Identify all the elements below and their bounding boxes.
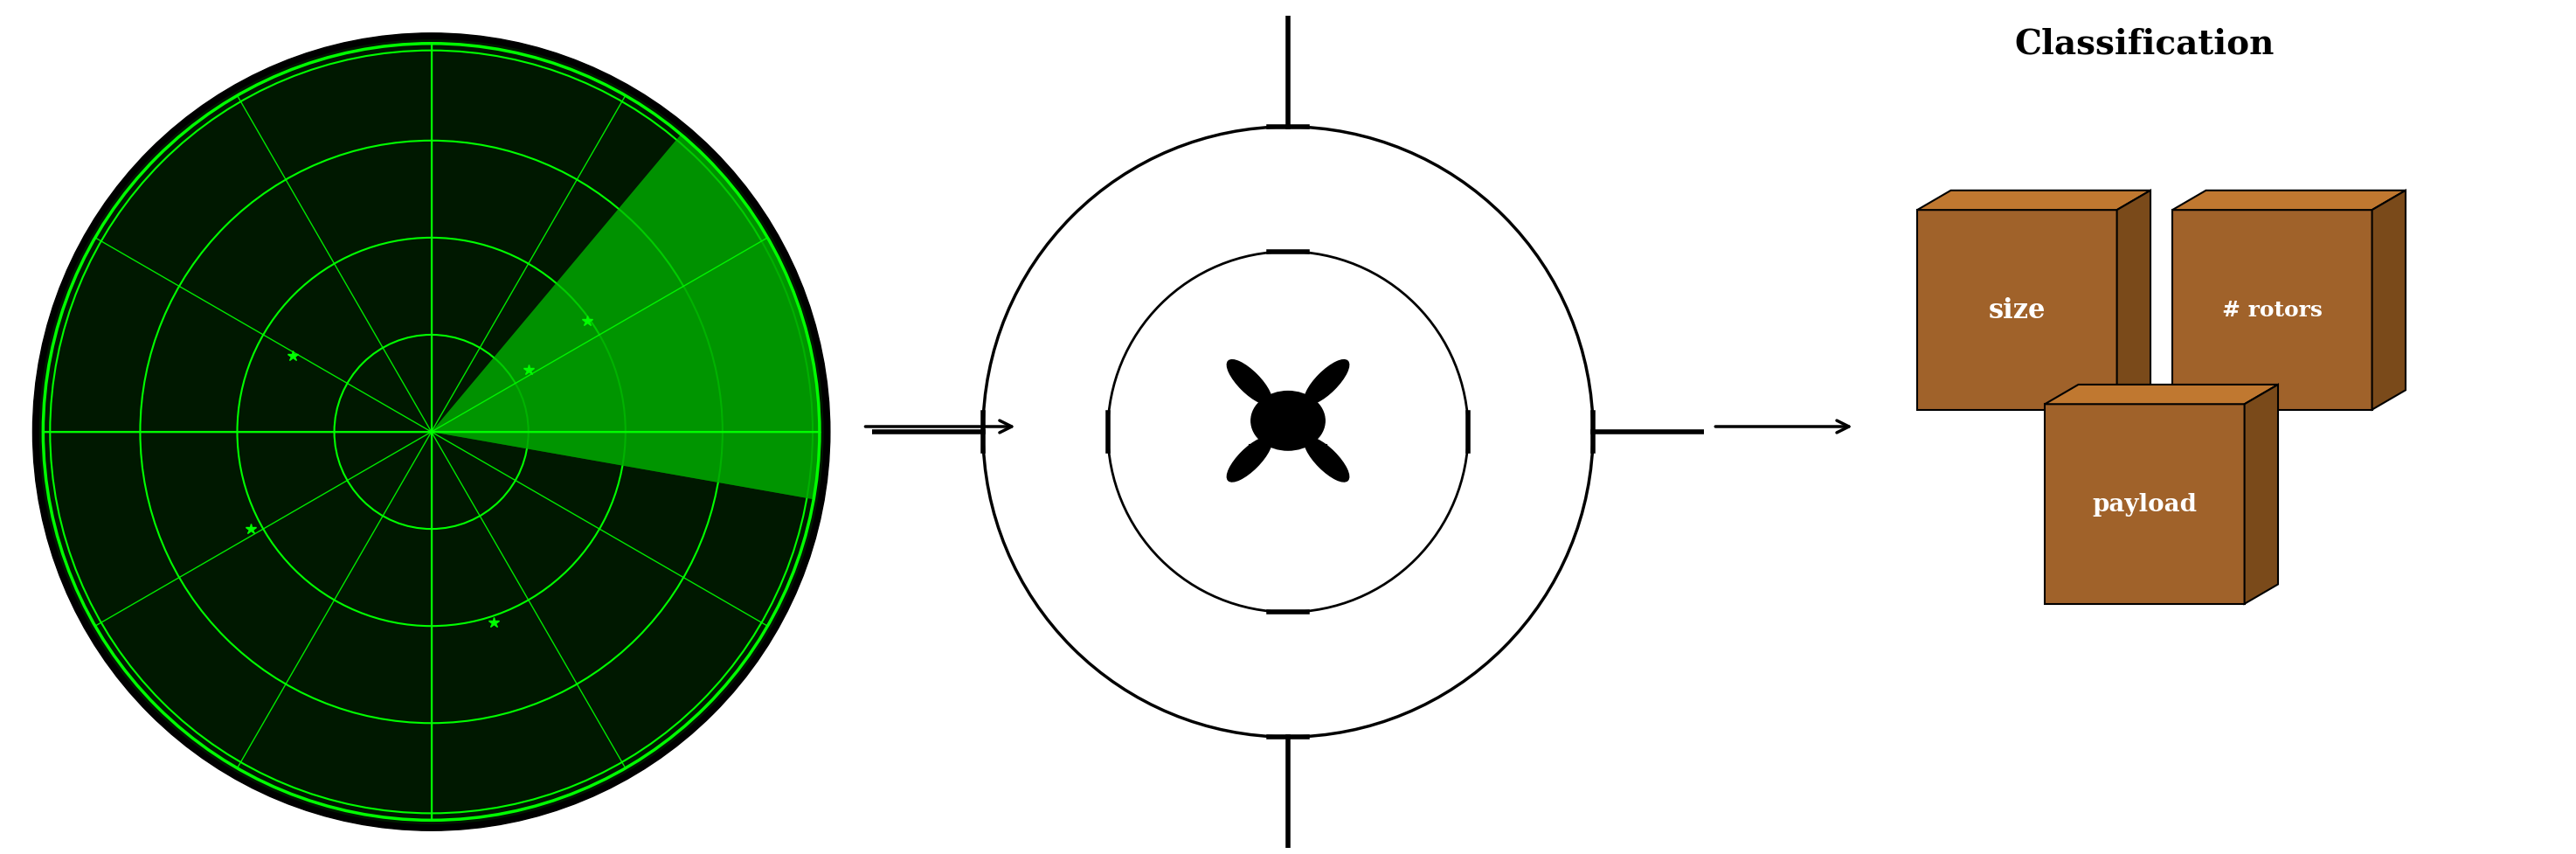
- Ellipse shape: [1252, 392, 1324, 451]
- Polygon shape: [2172, 191, 2406, 211]
- Ellipse shape: [1303, 360, 1350, 405]
- Circle shape: [33, 34, 829, 831]
- Polygon shape: [2372, 191, 2406, 410]
- Ellipse shape: [1226, 360, 1273, 405]
- Ellipse shape: [1303, 438, 1350, 482]
- Polygon shape: [2045, 405, 2244, 604]
- Wedge shape: [430, 135, 819, 500]
- Circle shape: [39, 41, 824, 824]
- Polygon shape: [1917, 211, 2117, 410]
- Polygon shape: [2045, 385, 2277, 405]
- Text: # rotors: # rotors: [2223, 300, 2324, 321]
- Text: size: size: [1989, 297, 2045, 324]
- Text: payload: payload: [2092, 493, 2197, 516]
- Polygon shape: [2117, 191, 2151, 410]
- Polygon shape: [2244, 385, 2277, 604]
- Polygon shape: [2172, 211, 2372, 410]
- Wedge shape: [430, 238, 819, 500]
- Polygon shape: [1917, 191, 2151, 211]
- Ellipse shape: [1226, 438, 1273, 482]
- Text: Classification: Classification: [2014, 27, 2275, 61]
